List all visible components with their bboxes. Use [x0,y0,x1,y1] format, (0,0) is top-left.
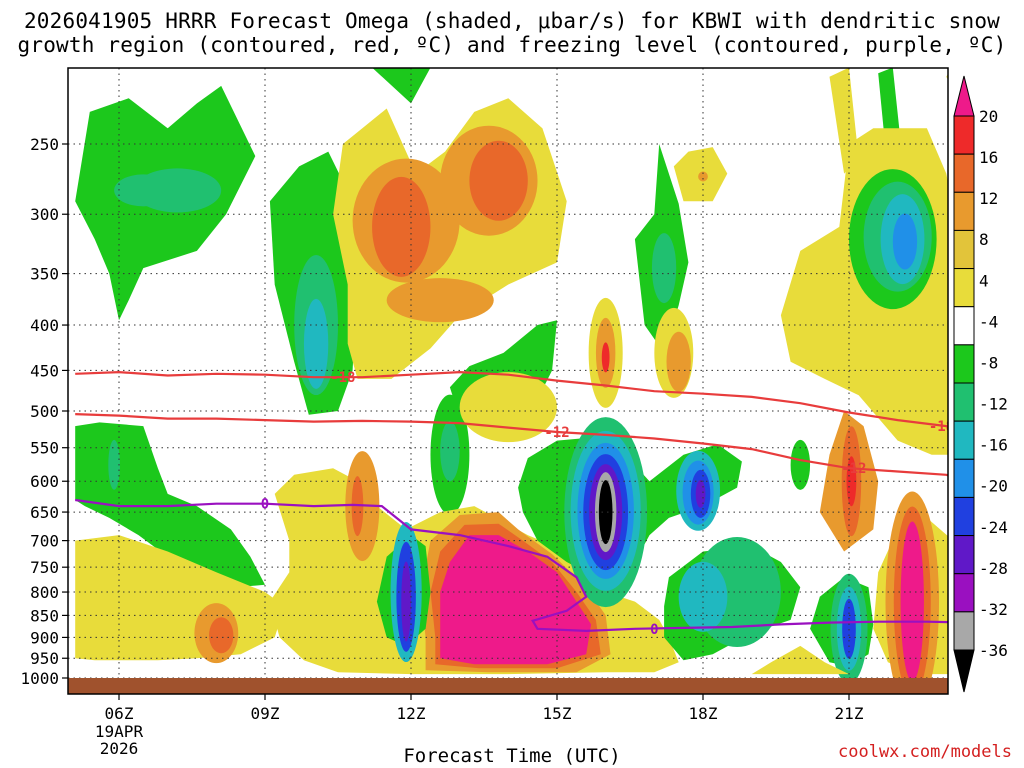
y-tick-label: 700 [30,532,59,551]
y-tick-label: 350 [30,265,59,284]
colorbar-top-arrow [953,75,975,117]
x-tick-label: 21Z [835,704,864,723]
contour-label: 0 [261,497,269,513]
colorbar-segment [953,306,975,346]
omega-shading-cell [598,480,613,545]
plot-frame [67,67,949,695]
omega-shading-cell [842,598,856,659]
colorbar-bottom-arrow [953,649,975,693]
omega-shading-cell [440,421,460,482]
y-tick-label: 450 [30,361,59,380]
omega-shading-cell [892,213,918,270]
omega-shading-cell [401,561,411,642]
site-credit: coolwx.com/models [838,742,1012,762]
colorbar-label: 12 [979,189,998,208]
x-tick-label: 06Z [105,704,134,723]
omega-shading-area [75,422,265,588]
y-tick-label: 1000 [20,669,59,688]
y-tick-label: 800 [30,583,59,602]
x-axis-title: Forecast Time (UTC) [403,745,621,767]
x-tick-label: 18Z [689,704,718,723]
terrain-ground-bar [68,678,948,694]
x-tick-date-label: 2026 [100,739,139,758]
omega-shading-cell [386,278,494,323]
y-tick-label: 900 [30,628,59,647]
chart-title-line-2: growth region (contoured, red, ºC) and f… [17,33,1007,57]
x-tick-date-label: 19APR [95,722,144,741]
contour-line-freezing-0 [75,498,948,633]
colorbar-segment [953,115,975,155]
chart-title-line-1: 2026041905 HRRR Forecast Omega (shaded, … [23,9,1001,33]
y-tick-label: 750 [30,558,59,577]
omega-shading-cell [695,479,706,508]
contour-line-minus12 [75,413,948,477]
colorbar-segment [953,191,975,231]
colorbar-label: -4 [979,312,998,331]
y-tick-label: 950 [30,649,59,668]
omega-shading-cell [651,233,677,304]
y-tick-label: 300 [30,205,59,224]
omega-shading-cell [108,439,120,490]
y-tick-label: 850 [30,606,59,625]
y-tick-label: 600 [30,472,59,491]
omega-shading-cell [698,171,708,182]
colorbar-label: 16 [979,148,998,167]
omega-shading-cell [790,439,811,490]
colorbar-label: -32 [979,600,1008,619]
colorbar-segment [953,229,975,270]
contour-label: -18 [929,419,954,435]
colorbar-segment [953,382,975,422]
omega-shading-cell [209,617,234,654]
omega-shading-cell [601,342,610,373]
colorbar-segment [953,153,975,193]
colorbar-label: 4 [979,271,989,290]
omega-shading-cell [900,521,924,682]
omega-shading-cell [82,585,117,646]
omega-shading-cell [469,140,528,221]
colorbar-segment [953,573,975,613]
colorbar-label: -20 [979,477,1008,496]
colorbar-segment [953,420,975,460]
colorbar-label: 20 [979,107,998,126]
omega-shading-cell [114,174,173,207]
omega-shading-cell [372,176,431,277]
colorbar-label: 8 [979,230,989,249]
colorbar-label: -28 [979,559,1008,578]
x-tick-label: 15Z [543,704,572,723]
omega-shading-cell [666,331,691,392]
colorbar-label: -36 [979,641,1008,660]
colorbar-label: -24 [979,518,1008,537]
y-tick-label: 500 [30,402,59,421]
omega-shading-cell [303,298,329,389]
colorbar-segment [953,535,975,575]
y-tick-label: 400 [30,316,59,335]
x-tick-label: 12Z [397,704,426,723]
colorbar-label: -12 [979,395,1008,414]
colorbar-segment [953,496,975,537]
y-tick-label: 550 [30,439,59,458]
omega-shading-area [440,535,592,665]
colorbar-label: -16 [979,436,1008,455]
y-tick-label: 650 [30,503,59,522]
omega-shading-area [372,68,431,104]
x-tick-label: 09Z [251,704,280,723]
colorbar-segment [953,458,975,498]
y-tick-label: 250 [30,135,59,154]
colorbar-segment [953,611,975,651]
colorbar-segment [953,344,975,384]
contour-label: -18 [330,370,355,386]
contour-label: -12 [841,461,866,477]
colorbar-label: -8 [979,353,998,372]
contour-label: 0 [650,622,658,638]
colorbar-segment [953,268,975,308]
omega-shading-area [751,645,849,675]
contour-line-minus18 [75,370,948,428]
contour-label: -12 [544,425,569,441]
